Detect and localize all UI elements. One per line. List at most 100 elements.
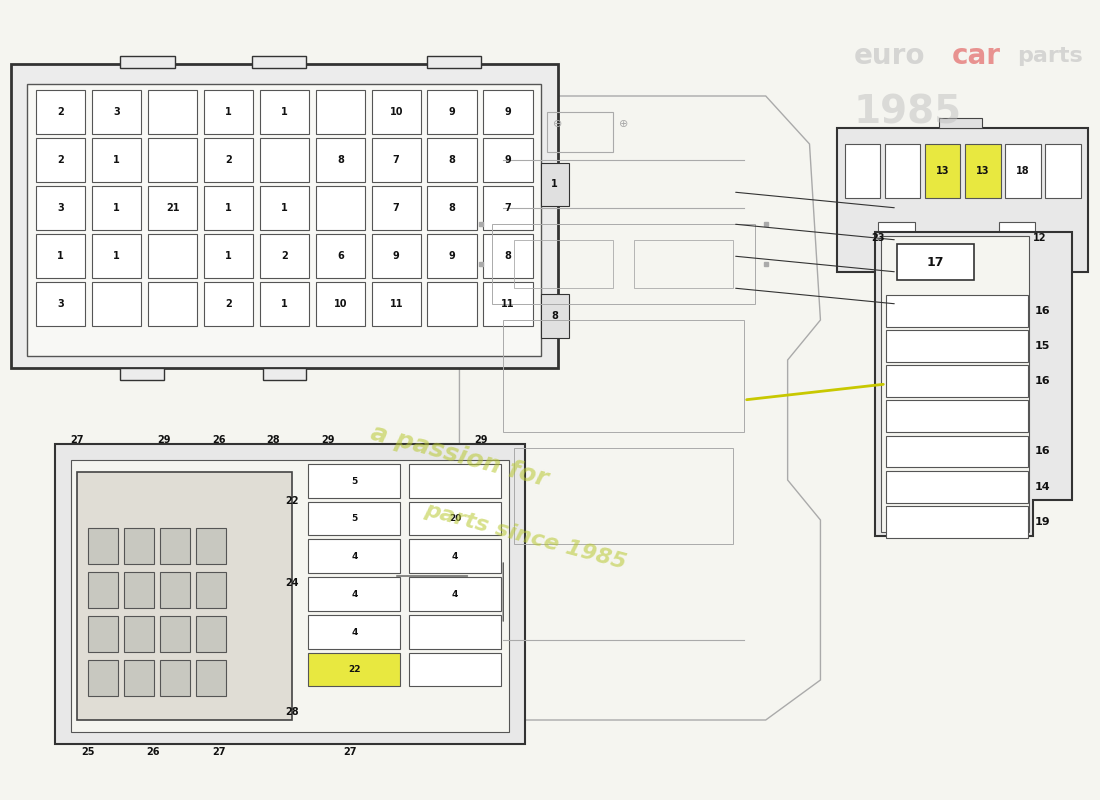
Bar xyxy=(204,90,253,134)
Bar xyxy=(36,282,86,326)
Bar xyxy=(887,435,1027,467)
Text: euro: euro xyxy=(854,42,925,70)
Bar xyxy=(409,577,500,611)
Bar xyxy=(308,577,400,611)
Bar xyxy=(196,572,227,608)
Bar xyxy=(147,186,197,230)
Text: 16: 16 xyxy=(1035,306,1050,316)
Text: 28: 28 xyxy=(266,435,280,445)
Text: ⊕: ⊕ xyxy=(619,119,628,129)
Bar xyxy=(925,144,960,198)
Text: 8: 8 xyxy=(337,155,344,165)
Bar xyxy=(483,138,532,182)
Bar xyxy=(428,186,476,230)
Bar xyxy=(77,472,292,720)
Text: 9: 9 xyxy=(449,251,455,261)
Bar xyxy=(160,660,190,696)
Text: 26: 26 xyxy=(212,435,226,445)
Bar xyxy=(879,222,914,260)
Text: 9: 9 xyxy=(449,107,455,117)
Text: 27: 27 xyxy=(343,747,356,757)
Text: 24: 24 xyxy=(285,578,298,588)
Text: 28: 28 xyxy=(285,707,299,717)
Text: 2: 2 xyxy=(226,155,232,165)
Text: 1: 1 xyxy=(280,299,288,309)
Text: 20: 20 xyxy=(449,514,461,523)
Bar xyxy=(160,572,190,608)
Text: 16: 16 xyxy=(1035,446,1050,457)
Bar xyxy=(409,653,500,686)
Bar xyxy=(147,138,197,182)
Bar xyxy=(316,90,365,134)
Bar xyxy=(547,112,613,152)
Text: 7: 7 xyxy=(393,203,399,213)
Bar xyxy=(635,240,733,288)
Text: 9: 9 xyxy=(505,155,512,165)
Text: 1: 1 xyxy=(280,107,288,117)
Text: 14: 14 xyxy=(1035,482,1050,491)
Text: 29: 29 xyxy=(321,435,334,445)
Bar xyxy=(92,90,142,134)
Bar xyxy=(147,282,197,326)
Bar xyxy=(92,186,142,230)
Bar xyxy=(1045,144,1081,198)
Text: 16: 16 xyxy=(1035,376,1050,386)
Text: car: car xyxy=(952,42,1001,70)
Bar xyxy=(260,282,309,326)
Text: 15: 15 xyxy=(1035,342,1050,351)
Bar xyxy=(92,138,142,182)
Bar xyxy=(837,128,1089,272)
Text: 1: 1 xyxy=(113,155,120,165)
Text: 5: 5 xyxy=(351,477,358,486)
Bar xyxy=(204,282,253,326)
Text: 22: 22 xyxy=(348,666,361,674)
Bar xyxy=(514,448,733,544)
Text: 10: 10 xyxy=(333,299,348,309)
Text: 6: 6 xyxy=(337,251,343,261)
Text: 1: 1 xyxy=(280,203,288,213)
Bar xyxy=(260,186,309,230)
Bar xyxy=(55,444,525,744)
Text: 23: 23 xyxy=(871,234,886,243)
Bar xyxy=(887,506,1027,538)
Text: 26: 26 xyxy=(146,747,160,757)
Bar xyxy=(204,138,253,182)
Text: 1: 1 xyxy=(551,179,558,190)
Bar xyxy=(483,282,532,326)
Bar xyxy=(120,56,175,68)
Bar xyxy=(260,90,309,134)
Text: parts: parts xyxy=(1018,46,1084,66)
Text: 2: 2 xyxy=(280,251,288,261)
Bar xyxy=(260,234,309,278)
Bar xyxy=(514,240,613,288)
Text: 4: 4 xyxy=(452,590,459,599)
Bar xyxy=(196,528,227,564)
Bar xyxy=(88,616,118,652)
Text: 13: 13 xyxy=(976,166,990,176)
Text: 7: 7 xyxy=(505,203,512,213)
Bar xyxy=(887,470,1027,502)
Text: 3: 3 xyxy=(57,299,64,309)
Bar xyxy=(896,244,974,280)
Text: 7: 7 xyxy=(393,155,399,165)
Bar xyxy=(88,528,118,564)
Bar xyxy=(372,90,421,134)
Bar xyxy=(123,660,154,696)
Bar xyxy=(92,234,142,278)
Text: a passion for: a passion for xyxy=(368,421,551,491)
Bar xyxy=(845,144,880,198)
Bar xyxy=(409,615,500,649)
Bar xyxy=(483,90,532,134)
Bar xyxy=(409,502,500,535)
Bar xyxy=(260,138,309,182)
Text: 1: 1 xyxy=(113,203,120,213)
Text: 10: 10 xyxy=(389,107,403,117)
Bar xyxy=(28,84,541,356)
Text: 2: 2 xyxy=(226,299,232,309)
Bar xyxy=(308,653,400,686)
Text: 1: 1 xyxy=(57,251,64,261)
Text: 22: 22 xyxy=(285,496,298,506)
Bar xyxy=(372,234,421,278)
Bar xyxy=(204,186,253,230)
Bar xyxy=(263,368,306,380)
